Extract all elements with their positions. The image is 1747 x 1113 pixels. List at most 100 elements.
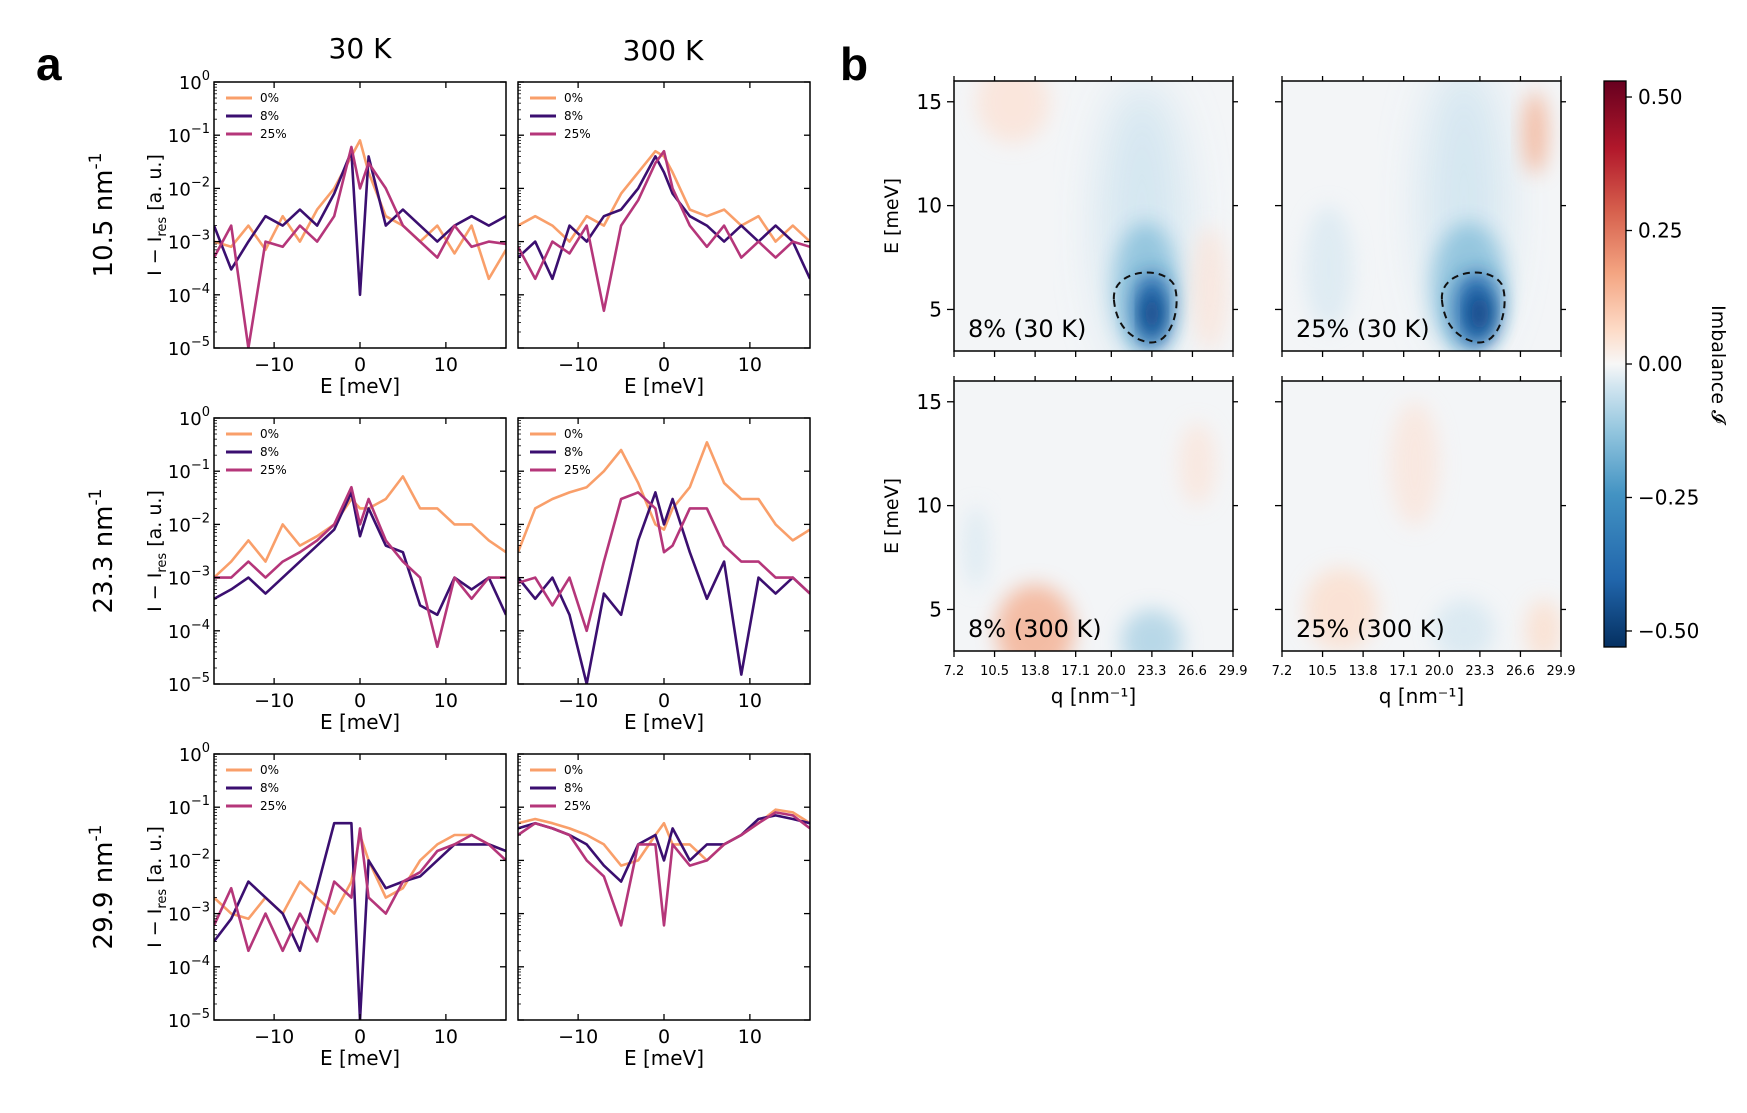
- series-line-25pct: [518, 491, 810, 633]
- imbalance-map-3: 25% (300 K) 7.2 10.5 13.8 17.1 20.0 23.3 26.6 29…: [1272, 376, 1575, 708]
- map-frame: [1281, 80, 1562, 352]
- series-line-8pct: [518, 155, 810, 281]
- y-axis-label: I − Ires [a. u.]: [144, 490, 170, 612]
- y-tick-label: 100: [179, 69, 210, 94]
- map-blob: [1433, 599, 1495, 651]
- map-features: [963, 422, 1216, 651]
- colorbar-tick-label: 0.50: [1638, 85, 1683, 109]
- legend-label: 25%: [564, 463, 591, 477]
- series-line-25pct: [518, 149, 810, 313]
- dashed-contour: [1440, 271, 1506, 344]
- series-line-0pct: [214, 833, 506, 921]
- x-tick-label: 26.6: [1506, 664, 1535, 679]
- spectrum-plot-300K-row2: −10 0 10 E [meV] 0% 8% 25%: [517, 753, 811, 1070]
- y-tick-label: 15: [917, 90, 942, 114]
- y-tick-label: 10−2: [168, 175, 210, 200]
- map-blob: [1470, 294, 1490, 333]
- y-tick-label: 10−4: [168, 618, 210, 643]
- y-tick-label: 10−5: [168, 671, 210, 696]
- map-blob: [1121, 609, 1183, 651]
- x-tick-label: 13.8: [1021, 664, 1050, 679]
- x-tick-label: 10: [738, 1026, 762, 1048]
- y-tick-label: 100: [179, 741, 210, 766]
- dashed-contour: [1112, 271, 1178, 344]
- legend-label: 25%: [260, 127, 287, 141]
- legend-label: 8%: [564, 781, 583, 795]
- imbalance-map-1: 25% (30 K): [1275, 76, 1566, 357]
- x-axis-label: q [nm⁻¹]: [1379, 684, 1464, 708]
- x-tick-label: 0: [658, 1026, 670, 1048]
- x-tick-label: −10: [254, 690, 294, 712]
- x-tick-label: 0: [354, 1026, 366, 1048]
- map-blob: [1390, 401, 1440, 527]
- map-frame: [1281, 380, 1562, 652]
- map-features: [1304, 401, 1562, 651]
- x-tick-label: 7.2: [944, 664, 965, 679]
- plot-frame: [517, 81, 811, 349]
- series-line-0pct: [214, 475, 506, 579]
- x-tick-label: 0: [354, 690, 366, 712]
- legend-label: 25%: [564, 127, 591, 141]
- spectrum-plot-300K-row1: −10 0 10 E [meV] 0% 8% 25%: [517, 417, 811, 734]
- map-blob: [995, 584, 1075, 651]
- legend-label: 8%: [260, 781, 279, 795]
- imbalance-map-0: 8% (30 K) 5 10 15 E [meV]: [881, 76, 1238, 357]
- legend-label: 0%: [260, 427, 279, 441]
- x-axis-label: E [meV]: [320, 710, 400, 734]
- row-label-q: 10.5 nm-1: [86, 153, 119, 278]
- y-tick-label: 15: [917, 390, 942, 414]
- series-line-0pct: [214, 139, 506, 281]
- spectrum-plot-300K-row0: −10 0 10 E [meV] 0% 8% 25%: [517, 81, 811, 398]
- map-blob: [1143, 294, 1161, 333]
- colorbar-tick-label: −0.50: [1638, 619, 1699, 643]
- x-tick-label: 29.9: [1219, 664, 1248, 679]
- x-tick-label: 0: [658, 354, 670, 376]
- x-tick-label: 17.1: [1389, 664, 1418, 679]
- panel-a-label: a: [36, 38, 62, 90]
- legend-label: 25%: [260, 463, 287, 477]
- map-label: 8% (30 K): [968, 315, 1086, 343]
- x-axis-label: E [meV]: [624, 710, 704, 734]
- map-features: [1304, 81, 1548, 351]
- x-tick-label: 10.5: [1308, 664, 1337, 679]
- map-label: 25% (300 K): [1296, 615, 1445, 643]
- series-line-8pct: [214, 821, 506, 1020]
- x-tick-label: 10: [738, 354, 762, 376]
- map-blob: [1525, 599, 1562, 651]
- x-tick-label: −10: [254, 1026, 294, 1048]
- colorbar-tick-label: 0.00: [1638, 352, 1683, 376]
- map-blob: [1191, 226, 1229, 351]
- x-tick-label: 10: [738, 690, 762, 712]
- y-tick-label: 10−1: [168, 794, 210, 819]
- series-line-0pct: [518, 149, 810, 243]
- y-tick-label: 10−3: [168, 565, 210, 590]
- legend-label: 8%: [564, 445, 583, 459]
- x-tick-label: 10: [434, 354, 458, 376]
- map-frame: [953, 80, 1234, 352]
- map-blob: [1304, 205, 1354, 331]
- x-tick-label: −10: [558, 690, 598, 712]
- legend-label: 0%: [564, 91, 583, 105]
- x-tick-label: −10: [254, 354, 294, 376]
- legend-label: 0%: [564, 427, 583, 441]
- legend-label: 8%: [260, 109, 279, 123]
- x-tick-label: 10: [434, 1026, 458, 1048]
- series-line-0pct: [518, 441, 810, 553]
- x-tick-label: 10.5: [980, 664, 1009, 679]
- y-tick-label: 10−5: [168, 1007, 210, 1032]
- x-axis-label: q [nm⁻¹]: [1051, 684, 1136, 708]
- y-tick-label: 10−2: [168, 511, 210, 536]
- y-axis-label: E [meV]: [881, 478, 903, 554]
- legend-label: 8%: [564, 109, 583, 123]
- x-tick-label: −10: [558, 354, 598, 376]
- y-axis-label: I − Ires [a. u.]: [144, 154, 170, 276]
- colorbar-gradient: [1603, 80, 1627, 648]
- map-blob: [1178, 422, 1216, 506]
- legend-label: 25%: [260, 799, 287, 813]
- series-line-25pct: [214, 827, 506, 953]
- map-label: 8% (300 K): [968, 615, 1102, 643]
- map-label: 25% (30 K): [1296, 315, 1430, 343]
- x-tick-label: 26.6: [1178, 664, 1207, 679]
- map-frame: [953, 380, 1234, 652]
- plot-frame: [213, 753, 507, 1021]
